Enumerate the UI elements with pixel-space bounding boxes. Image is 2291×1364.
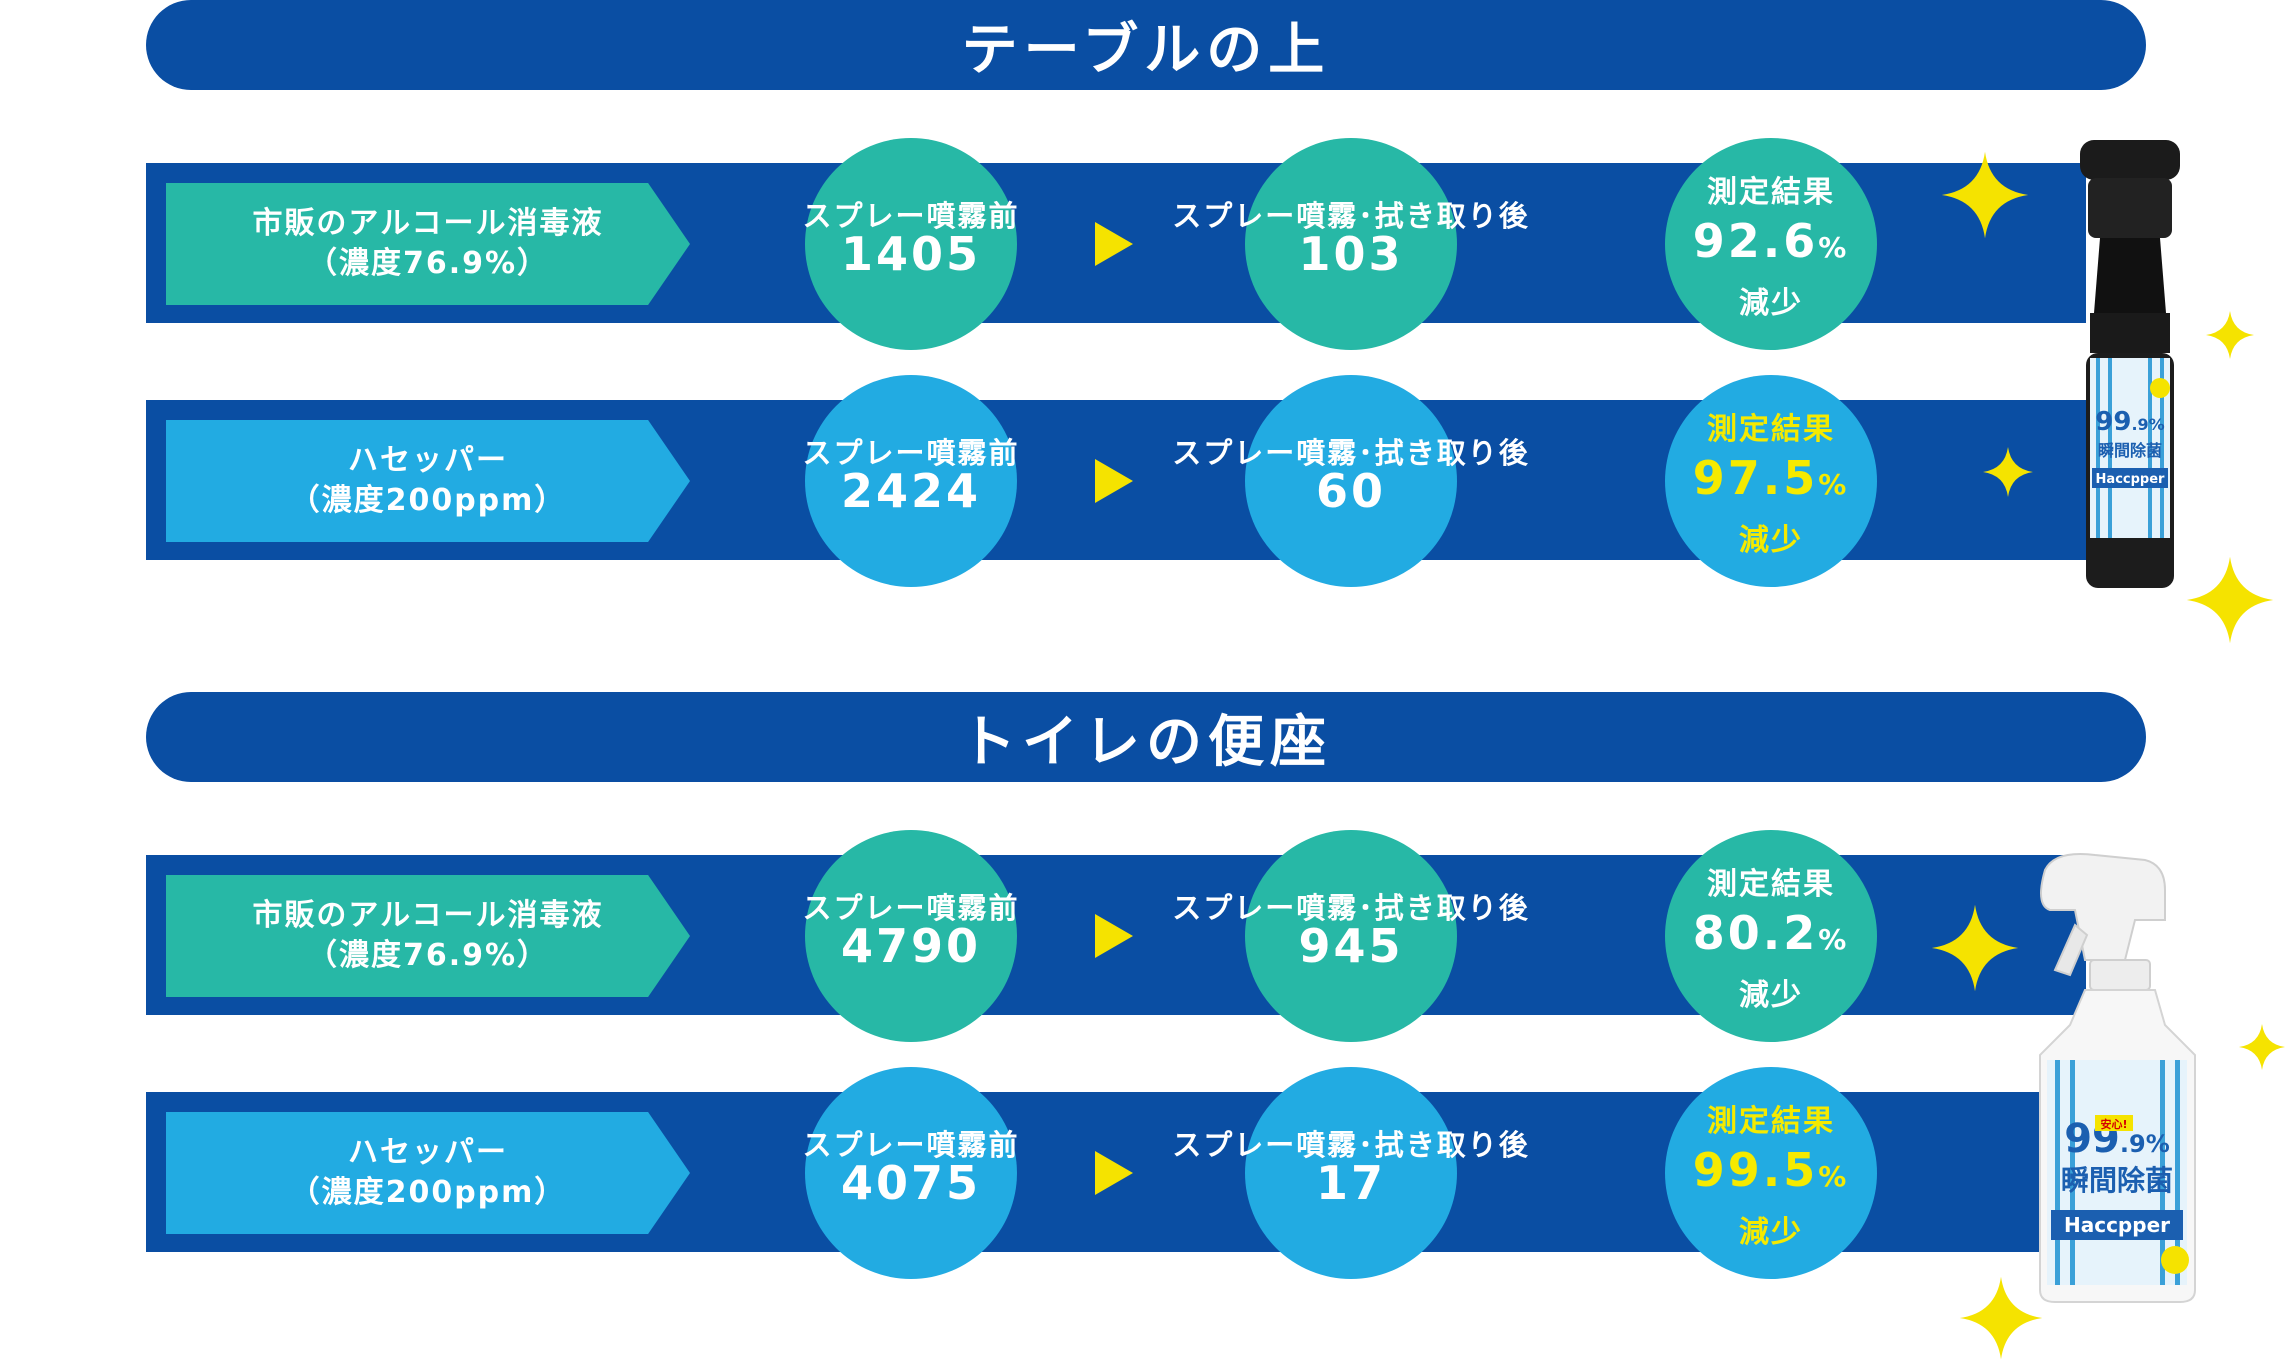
result-circle: 測定結果 80.2% 減少 — [1665, 830, 1877, 1042]
result-value: 97.5 — [1692, 450, 1819, 505]
play-arrow-icon — [1095, 914, 1133, 958]
result-circle: 測定結果 99.5% 減少 — [1665, 1067, 1877, 1279]
before-label: スプレー噴霧前 — [802, 891, 1020, 925]
after-label: スプレー噴霧･拭き取り後 — [1172, 199, 1530, 233]
bottle-pct-big: 99 — [2095, 407, 2131, 437]
result-title: 測定結果 — [1707, 1103, 1835, 1139]
section-title: トイレの便座 — [960, 709, 1332, 775]
bottle-headline: 瞬間除菌 — [2098, 441, 2162, 460]
after-circle: 945 — [1245, 830, 1457, 1042]
spray-bottle-white-image: 99.9% 瞬間除菌 Haccpper 安心! — [2039, 853, 2196, 1303]
result-value: 99.5 — [1692, 1142, 1819, 1197]
result-value-wrap: 97.5% — [1693, 448, 1850, 515]
result-value: 92.6 — [1692, 213, 1819, 268]
product-label-haccpper: ハセッパー （濃度200ppm） — [166, 420, 690, 542]
product-name: 市販のアルコール消毒液 — [252, 206, 604, 241]
after-label: スプレー噴霧･拭き取り後 — [1172, 1128, 1530, 1162]
product-name: ハセッパー — [348, 1135, 508, 1170]
result-value-wrap: 99.5% — [1693, 1140, 1850, 1207]
sparkle-icon — [2186, 556, 2274, 644]
before-circle: 1405 — [805, 138, 1017, 350]
bottle-brand: Haccpper — [2064, 1213, 2170, 1237]
after-circle: 103 — [1245, 138, 1457, 350]
after-value: 17 — [1315, 1156, 1386, 1210]
bottle-headline: 瞬間除菌 — [2061, 1164, 2173, 1197]
before-label: スプレー噴霧前 — [802, 199, 1020, 233]
product-concentration: （濃度76.9%） — [306, 938, 550, 973]
result-sub: 減少 — [1739, 285, 1803, 321]
product-concentration: （濃度200ppm） — [289, 1175, 567, 1210]
result-value-wrap: 92.6% — [1693, 211, 1850, 278]
after-circle: 60 — [1245, 375, 1457, 587]
after-value: 945 — [1298, 919, 1404, 973]
result-unit: % — [1818, 467, 1850, 501]
after-circle: 17 — [1245, 1067, 1457, 1279]
product-name: 市販のアルコール消毒液 — [252, 898, 604, 933]
result-title: 測定結果 — [1707, 866, 1835, 902]
before-value: 4790 — [840, 919, 982, 973]
result-title: 測定結果 — [1707, 411, 1835, 447]
before-circle: 2424 — [805, 375, 1017, 587]
svg-text:99.9%: 99.9% — [2095, 407, 2164, 437]
sparkle-icon — [1941, 151, 2029, 239]
bottle-pct-small: .9% — [2120, 1130, 2170, 1158]
result-circle: 測定結果 97.5% 減少 — [1665, 375, 1877, 587]
product-concentration: （濃度200ppm） — [289, 483, 567, 518]
result-value: 80.2 — [1692, 905, 1819, 960]
sparkle-icon — [1931, 904, 2019, 992]
result-unit: % — [1818, 230, 1850, 264]
after-value: 60 — [1315, 464, 1386, 518]
result-circle: 測定結果 92.6% 減少 — [1665, 138, 1877, 350]
play-arrow-icon — [1095, 459, 1133, 503]
before-label: スプレー噴霧前 — [802, 436, 1020, 470]
before-circle: 4790 — [805, 830, 1017, 1042]
before-value: 4075 — [840, 1156, 982, 1210]
play-arrow-icon — [1095, 1151, 1133, 1195]
section-header-toilet: トイレの便座 — [146, 692, 2146, 782]
sparkle-icon — [2206, 311, 2254, 359]
sparkle-icon — [1959, 1276, 2043, 1360]
product-label-haccpper: ハセッパー （濃度200ppm） — [166, 1112, 690, 1234]
result-sub: 減少 — [1739, 1214, 1803, 1250]
before-value: 1405 — [840, 227, 982, 281]
after-label: スプレー噴霧･拭き取り後 — [1172, 891, 1530, 925]
result-sub: 減少 — [1739, 977, 1803, 1013]
result-sub: 減少 — [1739, 522, 1803, 558]
before-label: スプレー噴霧前 — [802, 1128, 1020, 1162]
result-unit: % — [1818, 1159, 1850, 1193]
spray-bottle-black-image: 99.9% 瞬間除菌 Haccpper — [2080, 140, 2180, 588]
sparkle-icon — [1983, 447, 2033, 497]
result-unit: % — [1818, 922, 1850, 956]
section-title: テーブルの上 — [961, 17, 1331, 83]
product-label-alcohol: 市販のアルコール消毒液 （濃度76.9%） — [166, 183, 690, 305]
after-value: 103 — [1298, 227, 1404, 281]
after-label: スプレー噴霧･拭き取り後 — [1172, 436, 1530, 470]
before-circle: 4075 — [805, 1067, 1017, 1279]
product-concentration: （濃度76.9%） — [306, 246, 550, 281]
before-value: 2424 — [840, 464, 982, 518]
result-title: 測定結果 — [1707, 174, 1835, 210]
product-label-alcohol: 市販のアルコール消毒液 （濃度76.9%） — [166, 875, 690, 997]
play-arrow-icon — [1095, 222, 1133, 266]
bottle-pct-small: .9% — [2131, 415, 2164, 434]
result-value-wrap: 80.2% — [1693, 903, 1850, 970]
bottle-badge: 安心! — [2100, 1117, 2127, 1131]
sparkle-icon — [2238, 1023, 2286, 1071]
product-name: ハセッパー — [348, 443, 508, 478]
section-header-table: テーブルの上 — [146, 0, 2146, 90]
bottle-brand: Haccpper — [2096, 472, 2165, 487]
